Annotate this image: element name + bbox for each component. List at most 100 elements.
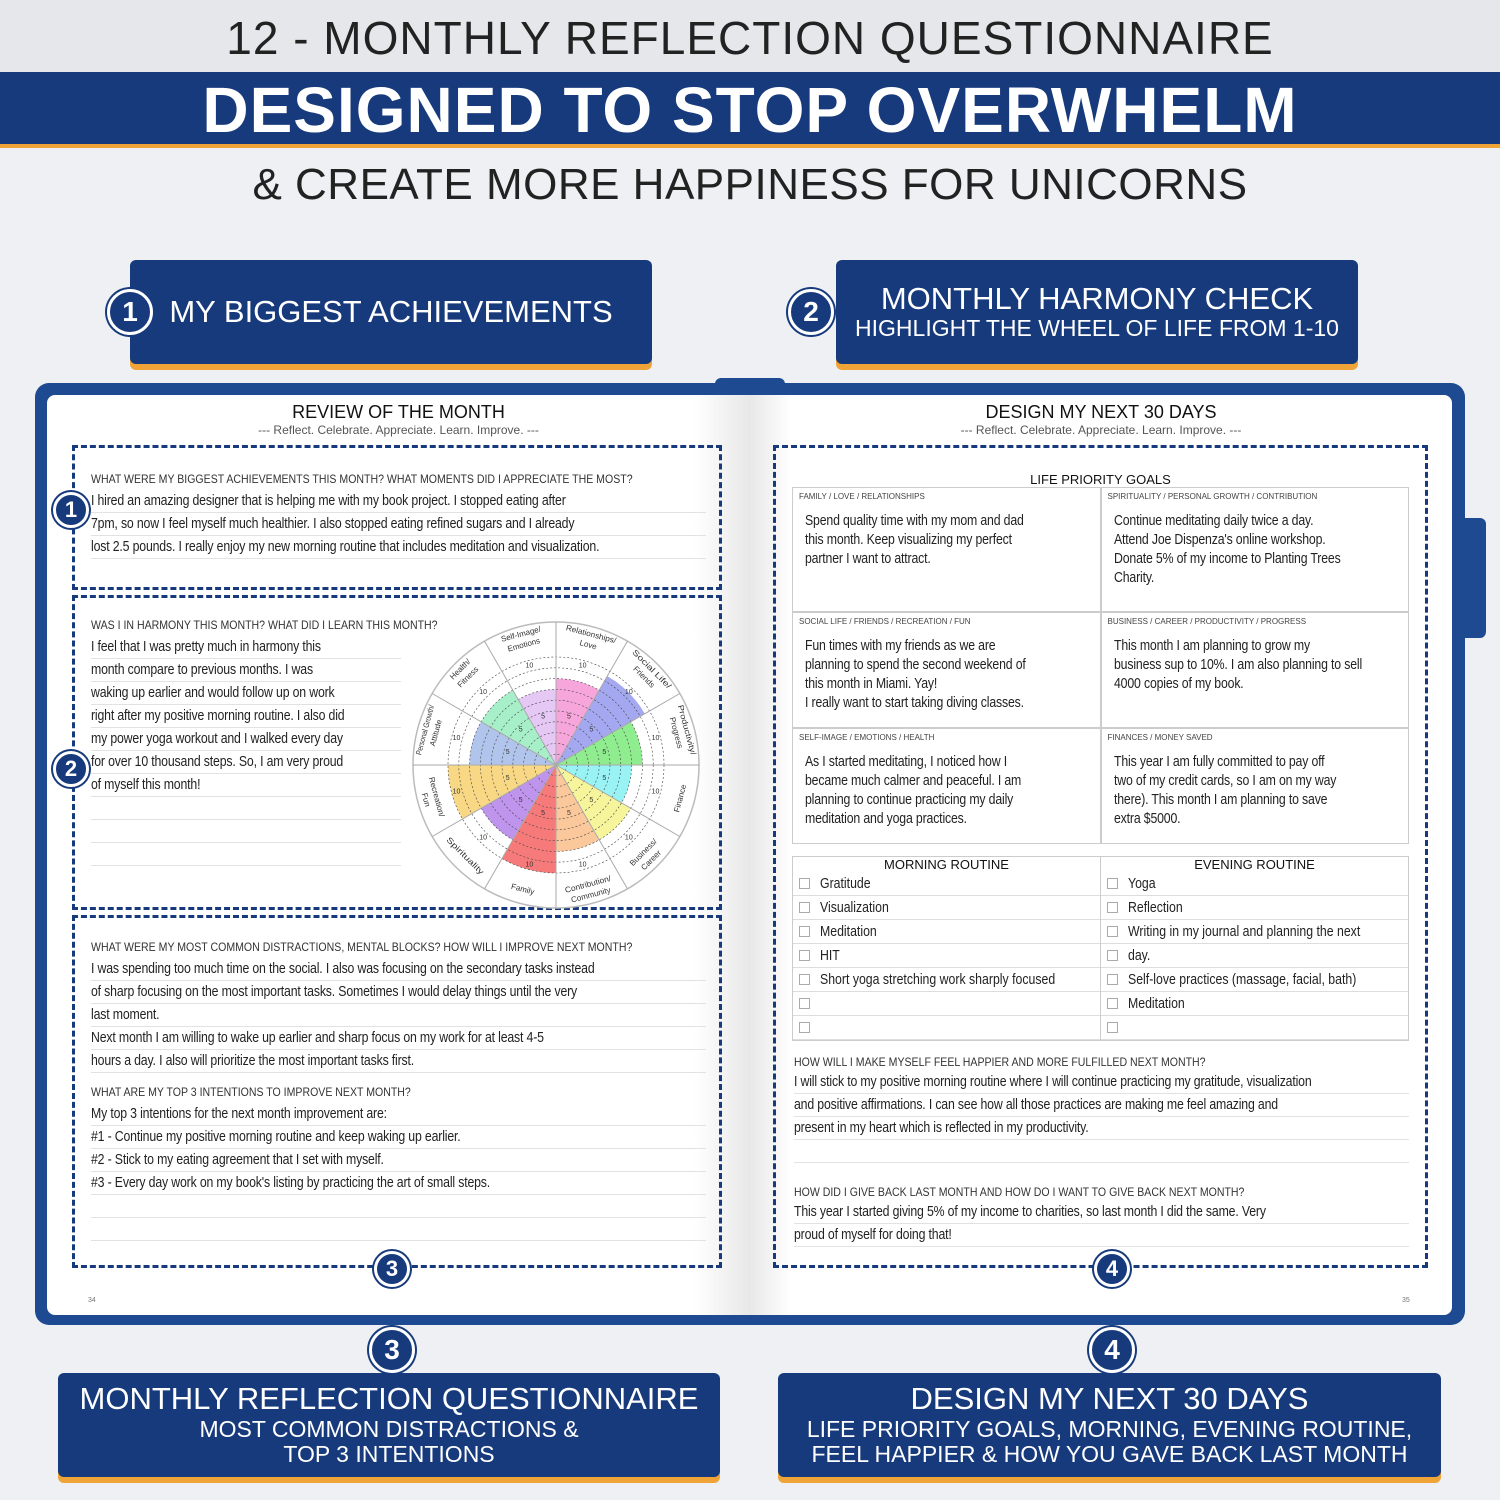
goal-line: Attend Joe Dispenza's online workshop.: [1113, 531, 1326, 548]
answer-line[interactable]: of myself this month!: [91, 774, 401, 797]
evening-routine-item[interactable]: Meditation: [1101, 992, 1408, 1016]
answer-line[interactable]: I will stick to my positive morning rout…: [794, 1071, 1409, 1094]
morning-routine-item[interactable]: Short yoga stretching work sharply focus…: [793, 968, 1100, 992]
answer-line[interactable]: #3 - Every day work on my book's listing…: [91, 1172, 706, 1195]
blank-line[interactable]: [91, 1218, 706, 1241]
checkbox[interactable]: [1107, 878, 1118, 889]
next-30-days-section: LIFE PRIORITY GOALS FAMILY / LOVE / RELA…: [773, 445, 1428, 1268]
answer-line[interactable]: of sharp focusing on the most important …: [91, 981, 706, 1004]
wheel-segment-fill[interactable]: [502, 765, 556, 873]
page-title: REVIEW OF THE MONTH: [292, 402, 505, 422]
answer-line[interactable]: proud of myself for doing that!: [794, 1224, 1409, 1247]
goal-line: planning to spend the second weekend of: [805, 656, 1026, 673]
evening-routine-item[interactable]: Reflection: [1101, 896, 1408, 920]
goal-line: Donate 5% of my income to Planting Trees: [1113, 550, 1341, 567]
wheel-segment-fill[interactable]: [556, 678, 600, 765]
answer-line[interactable]: I feel that I was pretty much in harmony…: [91, 636, 401, 659]
goal-label: SELF-IMAGE / EMOTIONS / HEALTH: [799, 733, 935, 742]
wheel-segment-fill[interactable]: [469, 721, 556, 765]
goal-label: SOCIAL LIFE / FRIENDS / RECREATION / FUN: [799, 617, 971, 626]
routine-text: [820, 992, 823, 1015]
blank-line[interactable]: [91, 820, 401, 843]
goal-cell[interactable]: FAMILY / LOVE / RELATIONSHIPS Spend quali…: [792, 487, 1101, 612]
answer-line[interactable]: and positive affirmations. I can see how…: [794, 1094, 1409, 1117]
answer-lines: I was spending too much time on the soci…: [91, 958, 706, 1073]
answer-line[interactable]: Next month I am willing to wake up earli…: [91, 1027, 706, 1050]
answer-line[interactable]: month compare to previous months. I was: [91, 659, 401, 682]
callout-subtitle: LIFE PRIORITY GOALS, MORNING, EVENING RO…: [806, 1415, 1413, 1442]
goal-label: SPIRITUALITY / PERSONAL GROWTH / CONTRIB…: [1107, 492, 1318, 501]
goal-cell[interactable]: SELF-IMAGE / EMOTIONS / HEALTH As I start…: [792, 728, 1101, 844]
wheel-segment-fill[interactable]: [556, 765, 631, 840]
answer-line[interactable]: my power yoga workout and I walked every…: [91, 728, 401, 751]
evening-routine-item[interactable]: [1101, 1016, 1408, 1040]
goal-cell[interactable]: SOCIAL LIFE / FRIENDS / RECREATION / FUN…: [792, 612, 1101, 728]
evening-routine-item[interactable]: Yoga: [1101, 872, 1408, 896]
morning-routine-item[interactable]: [793, 1016, 1100, 1040]
wheel-segment-fill[interactable]: [448, 765, 556, 819]
blank-line[interactable]: [91, 1195, 706, 1218]
answer-line[interactable]: present in my heart which is reflected i…: [794, 1117, 1409, 1140]
answer-line[interactable]: My top 3 intentions for the next month i…: [91, 1103, 706, 1126]
number-badge: 4: [1094, 1251, 1130, 1287]
wheel-scale-label: 10: [453, 735, 461, 742]
answer-line[interactable]: #2 - Stick to my eating agreement that I…: [91, 1149, 706, 1172]
answer-line[interactable]: waking up earlier and would follow up on…: [91, 682, 401, 705]
morning-routine-item[interactable]: Gratitude: [793, 872, 1100, 896]
goal-cell[interactable]: SPIRITUALITY / PERSONAL GROWTH / CONTRIB…: [1100, 487, 1409, 612]
wheel-segment-fill[interactable]: [556, 676, 645, 765]
answer-line[interactable]: for over 10 thousand steps. So, I am ver…: [91, 751, 401, 774]
morning-routine-item[interactable]: Meditation: [793, 920, 1100, 944]
callout-3: MONTHLY REFLECTION QUESTIONNAIRE MOST CO…: [58, 1373, 720, 1477]
routine-text: [1128, 1016, 1131, 1039]
answer-line[interactable]: This year I started giving 5% of my inco…: [794, 1201, 1409, 1224]
wheel-segment-fill[interactable]: [481, 765, 556, 840]
checkbox[interactable]: [799, 950, 810, 961]
morning-routine-item[interactable]: HIT: [793, 944, 1100, 968]
evening-routine-item[interactable]: Self-love practices (massage, facial, ba…: [1101, 968, 1408, 992]
checkbox[interactable]: [1107, 950, 1118, 961]
checkbox[interactable]: [1107, 926, 1118, 937]
wheel-segment-label: Love: [579, 638, 599, 651]
checkbox[interactable]: [799, 1022, 810, 1033]
callout-title: MY BIGGEST ACHIEVEMENTS: [169, 293, 613, 329]
wheel-segment-fill[interactable]: [518, 689, 556, 765]
answer-line[interactable]: last moment.: [91, 1004, 706, 1027]
answer-line[interactable]: lost 2.5 pounds. I really enjoy my new m…: [91, 536, 706, 559]
answer-line[interactable]: I hired an amazing designer that is help…: [91, 490, 706, 513]
wheel-segment-fill[interactable]: [556, 765, 632, 803]
evening-routine-item[interactable]: Writing in my journal and planning the n…: [1101, 920, 1408, 944]
answer-line[interactable]: 7pm, so now I feel myself much healthier…: [91, 513, 706, 536]
morning-routine-item[interactable]: [793, 992, 1100, 1016]
wheel-segment-fill[interactable]: [556, 721, 643, 765]
checkbox[interactable]: [799, 974, 810, 985]
goal-cell[interactable]: BUSINESS / CAREER / PRODUCTIVITY / PROGR…: [1100, 612, 1409, 728]
checkbox[interactable]: [1107, 1022, 1118, 1033]
checkbox[interactable]: [799, 926, 810, 937]
checkbox[interactable]: [799, 902, 810, 913]
morning-routine-item[interactable]: Visualization: [793, 896, 1100, 920]
checkbox[interactable]: [799, 878, 810, 889]
number-badge: 4: [1089, 1327, 1135, 1373]
wheel-scale-label: 5: [519, 726, 523, 733]
checkbox[interactable]: [799, 998, 810, 1009]
answer-line[interactable]: hours a day. I also will prioritize the …: [91, 1050, 706, 1073]
blank-line[interactable]: [794, 1140, 1409, 1163]
wheel-segment-fill[interactable]: [556, 765, 600, 852]
blank-line[interactable]: [91, 797, 401, 820]
checkbox[interactable]: [1107, 902, 1118, 913]
wheel-scale-label: 10: [625, 689, 633, 696]
wheel-scale-label: 10: [453, 789, 461, 796]
goal-cell[interactable]: FINANCES / MONEY SAVED This year I am ful…: [1100, 728, 1409, 844]
wheel-segment-fill[interactable]: [481, 690, 556, 765]
answer-line[interactable]: I was spending too much time on the soci…: [91, 958, 706, 981]
answer-line[interactable]: #1 - Continue my positive morning routin…: [91, 1126, 706, 1149]
routine-text: Meditation: [1128, 994, 1185, 1012]
goal-line: Charity.: [1113, 569, 1154, 586]
checkbox[interactable]: [1107, 974, 1118, 985]
checkbox[interactable]: [1107, 998, 1118, 1009]
answer-line[interactable]: right after my positive morning routine.…: [91, 705, 401, 728]
blank-line[interactable]: [91, 843, 401, 866]
evening-routine-item[interactable]: day.: [1101, 944, 1408, 968]
